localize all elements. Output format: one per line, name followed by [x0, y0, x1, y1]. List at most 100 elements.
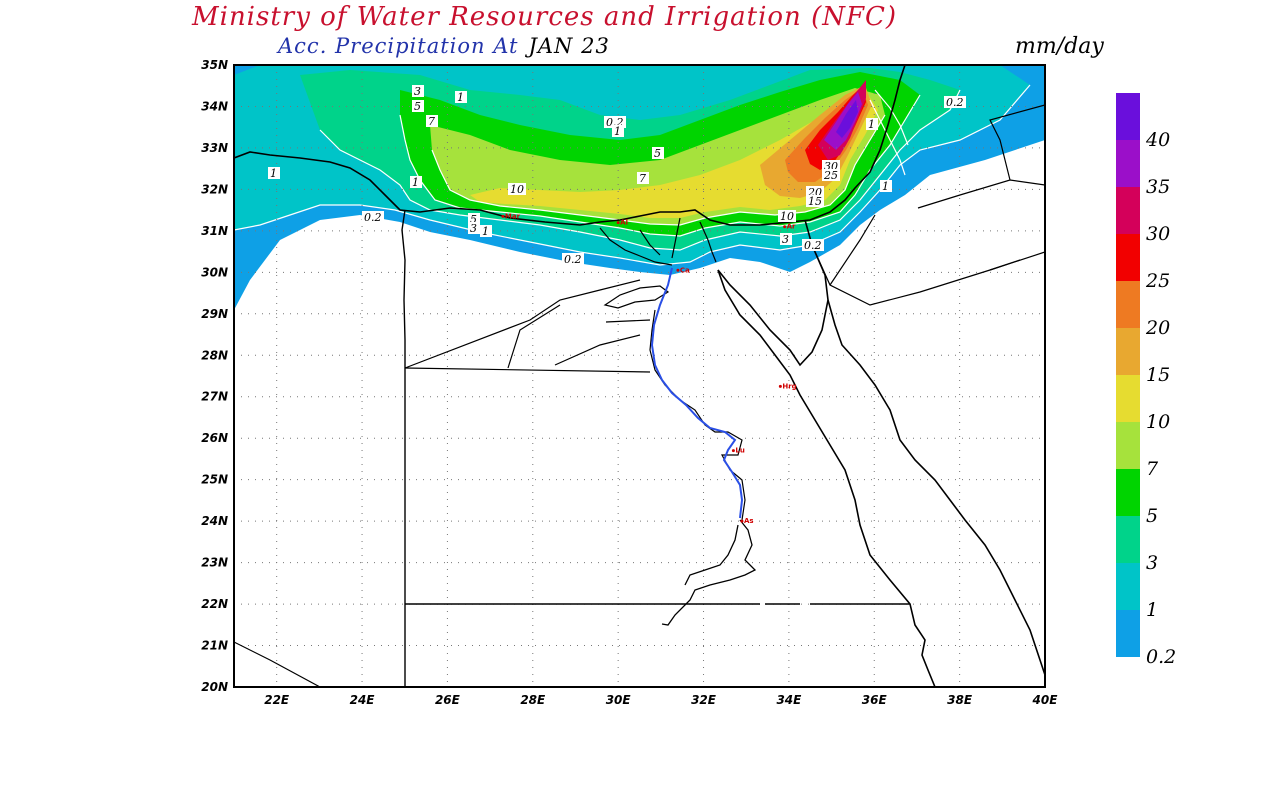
lat-tick-label: 34N: [201, 99, 228, 113]
legend-label: 20: [1145, 317, 1170, 339]
legend-label: 30: [1146, 223, 1170, 245]
legend-swatch: [1116, 140, 1140, 187]
latitude-labels: 35N 34N 33N 32N 31N 30N 29N 28N 27N 26N 25N 24N 23N 2…: [201, 58, 228, 694]
svg-text:3: 3: [470, 222, 477, 235]
lon-tick-label: 24E: [350, 693, 376, 707]
legend-swatch: [1116, 563, 1140, 610]
svg-text:0.2: 0.2: [564, 253, 582, 266]
lake-nasser: [661, 519, 757, 626]
legend-label: 1: [1146, 599, 1158, 621]
red-sea-west-coast: [717, 269, 936, 687]
svg-text:5: 5: [654, 147, 661, 160]
legend-label: 25: [1145, 270, 1170, 292]
contour-label: 1: [612, 125, 624, 138]
date-label: JAN 23: [528, 34, 610, 58]
precip-band-40: [836, 100, 858, 138]
subtitle-text: Acc. Precipitation At: [278, 34, 519, 58]
svg-text:3: 3: [782, 233, 789, 246]
levant-borders: [811, 104, 1045, 306]
fayoum-outline: [603, 285, 670, 323]
legend-label: 35: [1146, 176, 1170, 198]
lat-tick-label: 22N: [201, 597, 228, 611]
nile-delta-lines: [599, 217, 717, 266]
contour-label: 3: [468, 222, 480, 235]
legend-swatch: [1116, 375, 1140, 422]
contour-value-labels: 1 1 1 3 5 7 10 0.2 1 5 7 0.2 0.2 5 3 1 1…: [268, 85, 966, 266]
legend-label: 3: [1146, 552, 1158, 574]
contour-label: 15: [806, 195, 824, 208]
contour-label: 3: [780, 233, 792, 246]
city-label: Lu: [735, 447, 744, 455]
egypt-internal-boundary: [404, 279, 651, 373]
legend-label: 5: [1146, 505, 1158, 527]
lat-tick-label: 35N: [201, 58, 228, 72]
lat-tick-label: 32N: [201, 182, 228, 196]
lon-tick-label: 28E: [520, 693, 546, 707]
svg-text:0.2: 0.2: [946, 96, 964, 109]
svg-text:1: 1: [412, 176, 419, 189]
city-labels: Mar Al Ar Ca Hrg Lu As: [501, 212, 797, 525]
svg-text:0.2: 0.2: [804, 239, 822, 252]
lat-tick-label: 24N: [201, 514, 228, 528]
units-label: mm/day: [1015, 34, 1104, 59]
legend-label: 15: [1146, 364, 1170, 386]
city-label: As: [744, 517, 754, 525]
legend-swatch: [1116, 469, 1140, 516]
city-marker: [501, 214, 505, 218]
contour-label: 1: [880, 180, 892, 193]
lon-tick-label: 30E: [606, 693, 632, 707]
contour-label: 5: [412, 100, 424, 113]
lon-tick-label: 26E: [435, 693, 461, 707]
sw-border: [234, 641, 321, 687]
city-marker: [676, 268, 680, 272]
legend-swatch: [1116, 328, 1140, 375]
svg-text:0.2: 0.2: [364, 211, 382, 224]
svg-text:15: 15: [808, 195, 822, 208]
contour-label: 1: [480, 225, 492, 238]
lat-tick-label: 33N: [201, 141, 228, 155]
contour-label: 25: [822, 169, 840, 182]
saudi-border: [989, 259, 1021, 271]
mediterranean-coastline: [234, 65, 906, 226]
contour-label: 1: [866, 118, 878, 131]
legend-swatch: [1116, 93, 1140, 140]
city-marker: [778, 384, 782, 388]
svg-text:1: 1: [614, 125, 621, 138]
lat-tick-label: 20N: [201, 680, 228, 694]
chart-subtitle: Acc. Precipitation At JAN 23: [278, 34, 610, 58]
svg-text:10: 10: [510, 183, 524, 196]
svg-text:5: 5: [414, 100, 421, 113]
contour-label: 0.2: [802, 239, 824, 252]
city-marker: [616, 221, 620, 225]
lat-tick-label: 29N: [201, 307, 228, 321]
city-label: Al: [620, 219, 628, 227]
lat-lon-grid: [234, 65, 1045, 687]
contour-label: 10: [508, 183, 526, 196]
contour-label: 0.2: [362, 211, 384, 224]
city-label: Hrg: [782, 382, 796, 390]
egypt-libya-border: [401, 209, 406, 687]
nile-river: [650, 267, 744, 519]
legend-label: 0.2: [1146, 646, 1176, 668]
svg-text:3: 3: [414, 85, 421, 98]
legend-swatch: [1116, 610, 1140, 657]
lat-tick-label: 26N: [201, 431, 228, 445]
lat-tick-label: 23N: [201, 556, 228, 570]
lat-tick-label: 21N: [201, 639, 228, 653]
contour-label: 7: [637, 172, 649, 185]
lat-tick-label: 27N: [201, 390, 228, 404]
legend-swatch: [1116, 234, 1140, 281]
svg-text:1: 1: [270, 167, 277, 180]
lat-tick-label: 25N: [201, 473, 228, 487]
contour-label: 3: [412, 85, 424, 98]
contour-lines: [234, 84, 1031, 266]
svg-text:7: 7: [639, 172, 646, 185]
map-frame: [233, 64, 1046, 688]
precipitation-field: [234, 65, 1045, 310]
legend-swatch: [1116, 422, 1140, 469]
contour-label: 5: [652, 147, 664, 160]
svg-text:10: 10: [780, 210, 794, 223]
svg-text:25: 25: [823, 169, 838, 182]
lat-tick-label: 30N: [201, 265, 228, 279]
